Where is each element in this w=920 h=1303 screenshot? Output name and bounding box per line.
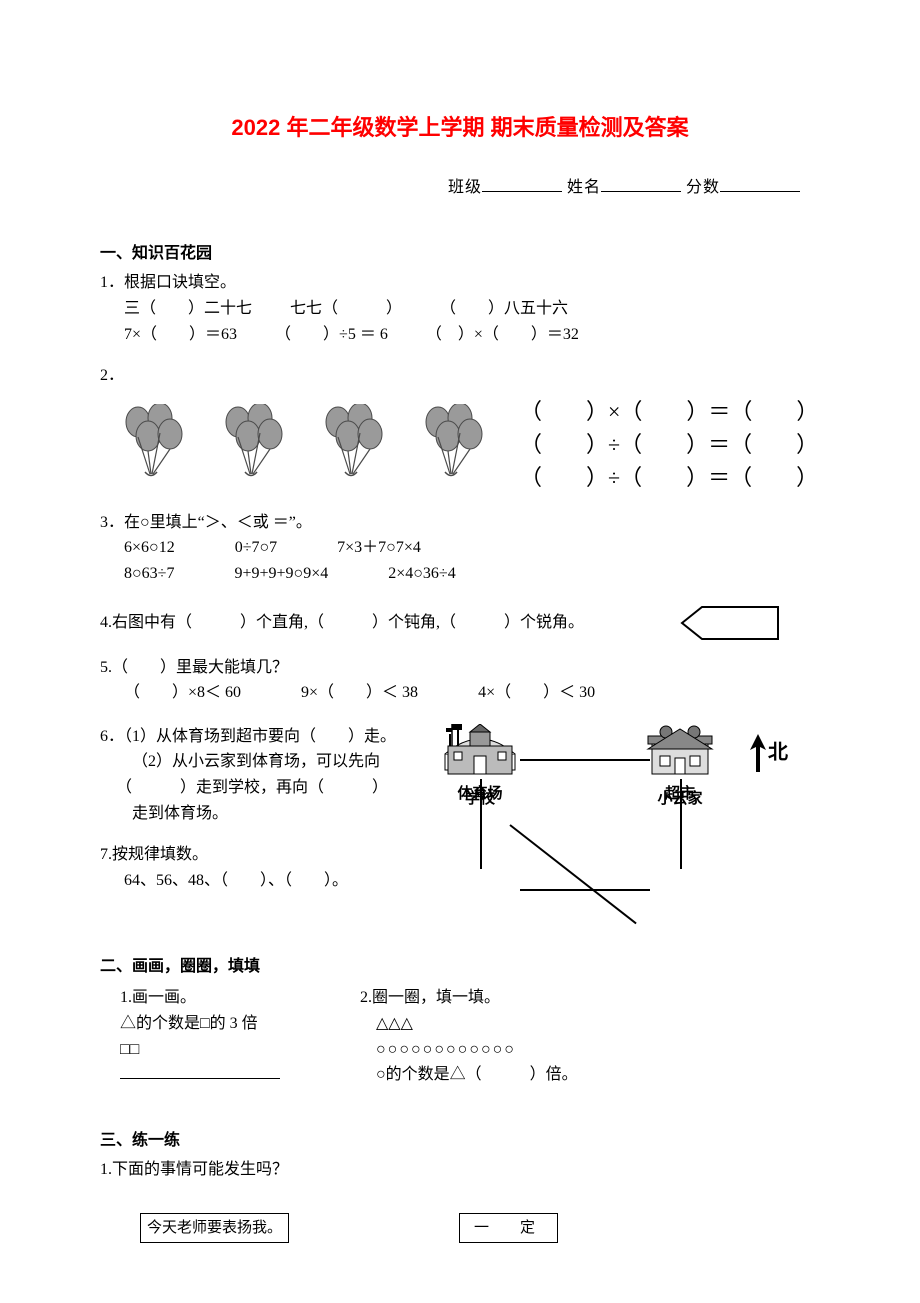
- balloons-icon: [320, 404, 390, 484]
- map-edge: [520, 759, 650, 761]
- north-label: 北: [768, 741, 788, 763]
- q3-r1-b: 0÷7○7: [235, 535, 277, 561]
- sec2-left: 1.画一画。 △的个数是□的 3 倍 □□: [120, 985, 280, 1087]
- q3-label: 3．在○里填上“＞、＜或 ＝”。: [100, 510, 820, 536]
- q1-r1-a: 三（ ）二十七: [124, 296, 252, 322]
- q1-row2: 7×（ ）＝63 （ ）÷5 ＝ 6 （ ）×（ ）＝32: [100, 322, 820, 348]
- map-edge: [520, 889, 650, 891]
- q4-text: 4.右图中有（ ）个直角,（ ）个钝角,（ ）个锐角。: [100, 610, 584, 636]
- map-label-school: 学校: [440, 787, 520, 811]
- q5-c: 4×（ ）＜ 30: [478, 680, 595, 706]
- school-icon: [440, 724, 520, 779]
- s3-box2: 一 定: [459, 1213, 558, 1243]
- s3-box1: 今天老师要表扬我。: [140, 1213, 289, 1243]
- map-edge: [509, 824, 636, 924]
- q1-r2-a: 7×（ ）＝63: [124, 322, 237, 348]
- sec2-right: 2.圈一圈，填一填。 △△△ ○○○○○○○○○○○○ ○的个数是△（ ）倍。: [360, 985, 578, 1087]
- q1-label: 1．根据口诀填空。: [100, 270, 820, 296]
- sec2-wrap: 1.画一画。 △的个数是□的 3 倍 □□ 2.圈一圈，填一填。 △△△ ○○○…: [100, 985, 820, 1087]
- q7-seq: 64、56、48、（ ）、（ ）。: [100, 868, 400, 894]
- q2-eq1: （ ）×（ ）＝（ ）: [520, 395, 818, 428]
- s2r-l3: ○○○○○○○○○○○○: [360, 1037, 578, 1063]
- section1-head: 一、知识百花园: [100, 241, 820, 267]
- q5-row: （ ）×8＜ 60 9×（ ）＜ 38 4×（ ）＜ 30: [100, 680, 820, 706]
- page-title: 2022 年二年级数学上学期 期末质量检测及答案: [100, 110, 820, 145]
- s2l-l2: △的个数是□的 3 倍: [120, 1011, 280, 1037]
- map-node-school: 学校: [440, 724, 520, 811]
- q2-eq2: （ ）÷（ ）＝（ ）: [520, 428, 818, 461]
- blank-class[interactable]: [482, 191, 562, 192]
- north-arrow-icon: [748, 734, 768, 774]
- s3-row: 今天老师要表扬我。 一 定: [100, 1213, 820, 1243]
- s2l-l3: □□: [120, 1037, 280, 1063]
- q3-r2-b: 9+9+9+9○9×4: [234, 561, 328, 587]
- balloons-icon: [420, 404, 490, 484]
- draw-line[interactable]: [120, 1065, 280, 1079]
- q6-text: 6．（1）从体育场到超市要向（ ）走。 （2）从小云家到体育场，可以先向 （ ）…: [100, 724, 400, 894]
- q3-r1-a: 6×6○12: [124, 535, 175, 561]
- north-indicator: 北: [748, 734, 788, 774]
- q6-l2: （2）从小云家到体育场，可以先向: [100, 749, 400, 775]
- q6-l1: 6．（1）从体育场到超市要向（ ）走。: [100, 724, 400, 750]
- s2r-l2: △△△: [360, 1011, 578, 1037]
- q1-r2-b: （ ）÷5 ＝ 6: [275, 322, 388, 348]
- home-icon: [640, 724, 720, 779]
- label-name: 姓名: [567, 179, 601, 196]
- map-label-home: 小云家: [640, 787, 720, 811]
- label-score: 分数: [686, 179, 720, 196]
- balloons-icon: [220, 404, 290, 484]
- q2-label: 2．: [100, 363, 820, 389]
- s2r-l1: 2.圈一圈，填一填。: [360, 985, 578, 1011]
- q3-r1-c: 7×3＋7○7×4: [337, 535, 421, 561]
- q1-r1-b: 七七（ ）: [290, 296, 402, 322]
- q5-a: （ ）×8＜ 60: [124, 680, 241, 706]
- q5-label: 5.（ ）里最大能填几？: [100, 655, 820, 681]
- q1-r2-c: （ ）×（ ）＝32: [426, 322, 579, 348]
- q4-row: 4.右图中有（ ）个直角,（ ）个钝角,（ ）个锐角。: [100, 605, 820, 641]
- balloons-icon: [120, 404, 190, 484]
- q6-l4: 走到体育场。: [100, 801, 400, 827]
- q1-row1: 三（ ）二十七 七七（ ） （ ）八五十六: [100, 296, 820, 322]
- q5-b: 9×（ ）＜ 38: [301, 680, 418, 706]
- balloons-row: [120, 404, 490, 484]
- s2r-l4: ○的个数是△（ ）倍。: [360, 1062, 578, 1088]
- section2-head: 二、画画，圈圈，填填: [100, 954, 820, 980]
- s2l-l1: 1.画一画。: [120, 985, 280, 1011]
- section3-head: 三、练一练: [100, 1128, 820, 1154]
- map: 体育场 超市: [420, 724, 780, 944]
- info-line: 班级 姓名 分数: [100, 175, 820, 201]
- blank-score[interactable]: [720, 191, 800, 192]
- q2-equations: （ ）×（ ）＝（ ） （ ）÷（ ）＝（ ） （ ）÷（ ）＝（ ）: [520, 395, 818, 494]
- blank-name[interactable]: [601, 191, 681, 192]
- s3-q1: 1.下面的事情可能发生吗？: [100, 1157, 820, 1183]
- q3-row1: 6×6○12 0÷7○7 7×3＋7○7×4: [100, 535, 820, 561]
- q2-wrap: （ ）×（ ）＝（ ） （ ）÷（ ）＝（ ） （ ）÷（ ）＝（ ）: [100, 395, 820, 494]
- pentagon-icon: [680, 605, 780, 641]
- q6-l3: （ ）走到学校，再向（ ）: [100, 775, 400, 801]
- q3-row2: 8○63÷7 9+9+9+9○9×4 2×4○36÷4: [100, 561, 820, 587]
- label-class: 班级: [448, 179, 482, 196]
- map-node-home: 小云家: [640, 724, 720, 811]
- q2-eq3: （ ）÷（ ）＝（ ）: [520, 461, 818, 494]
- q7-label: 7.按规律填数。: [100, 842, 400, 868]
- q1-r1-c: （ ）八五十六: [440, 296, 568, 322]
- q3-r2-a: 8○63÷7: [124, 561, 174, 587]
- q6-wrap: 6．（1）从体育场到超市要向（ ）走。 （2）从小云家到体育场，可以先向 （ ）…: [100, 724, 820, 944]
- q3-r2-c: 2×4○36÷4: [388, 561, 455, 587]
- page: 2022 年二年级数学上学期 期末质量检测及答案 班级 姓名 分数 一、知识百花…: [0, 0, 920, 1303]
